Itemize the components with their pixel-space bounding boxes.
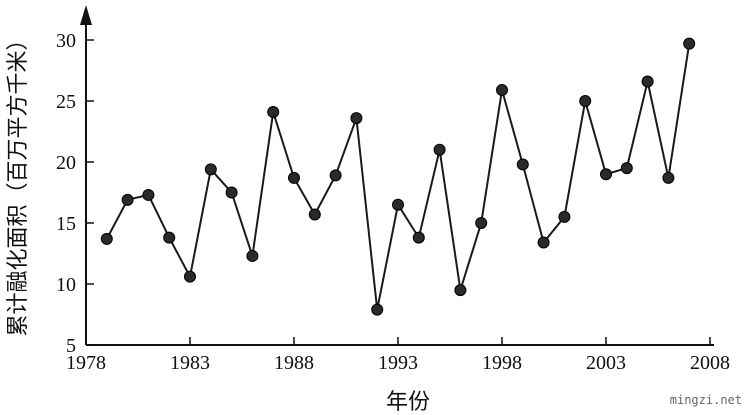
- x-tick-label: 1993: [378, 352, 418, 374]
- data-point: [288, 171, 300, 184]
- data-point: [600, 168, 612, 181]
- data-point: [496, 84, 508, 97]
- y-tick-label: 20: [56, 152, 76, 174]
- y-tick-label: 30: [56, 30, 76, 52]
- data-point: [537, 236, 550, 249]
- y-axis-title: 累计融化面积（百万平方千米）: [5, 28, 30, 336]
- data-point: [516, 158, 529, 171]
- tick-marks: [85, 39, 711, 346]
- x-tick-label: 2008: [690, 352, 730, 374]
- data-point: [163, 231, 176, 244]
- y-axis-arrow: [80, 5, 92, 25]
- data-point: [329, 169, 342, 182]
- x-tick-label: 2003: [586, 352, 626, 374]
- data-point: [433, 143, 446, 156]
- data-point: [267, 105, 280, 118]
- data-point: [121, 193, 134, 206]
- data-point: [100, 232, 113, 245]
- data-point: [662, 171, 675, 184]
- x-axis-title: 年份: [386, 389, 430, 414]
- data-points: [100, 37, 696, 316]
- data-point: [184, 270, 196, 283]
- x-tick-label: 1998: [482, 352, 522, 374]
- data-point: [620, 162, 633, 175]
- data-point: [142, 188, 155, 201]
- data-point: [683, 37, 696, 50]
- y-tick-label: 25: [56, 91, 76, 113]
- y-tick-label: 5: [66, 335, 76, 357]
- data-point: [350, 112, 363, 125]
- data-point: [641, 75, 654, 88]
- x-tick-label: 1988: [274, 352, 314, 374]
- data-point: [454, 284, 467, 297]
- data-point: [558, 210, 571, 223]
- watermark: mingzi.net: [669, 393, 742, 407]
- x-tick-label: 1978: [66, 352, 106, 374]
- data-point: [392, 198, 404, 211]
- data-point: [225, 186, 238, 199]
- x-tick-label: 1983: [170, 352, 210, 374]
- data-point: [371, 303, 384, 316]
- data-point: [204, 163, 217, 176]
- data-point: [308, 208, 321, 221]
- axes: [80, 5, 714, 346]
- data-point: [579, 95, 592, 107]
- data-point: [246, 249, 259, 262]
- tick-labels: 5 10 15 20 25 30 1978 1983 1988 1993 1998 2003 2008: [56, 30, 730, 374]
- y-tick-label: 10: [56, 274, 76, 296]
- data-point: [412, 231, 425, 244]
- data-point: [475, 217, 488, 229]
- y-tick-label: 15: [56, 213, 76, 235]
